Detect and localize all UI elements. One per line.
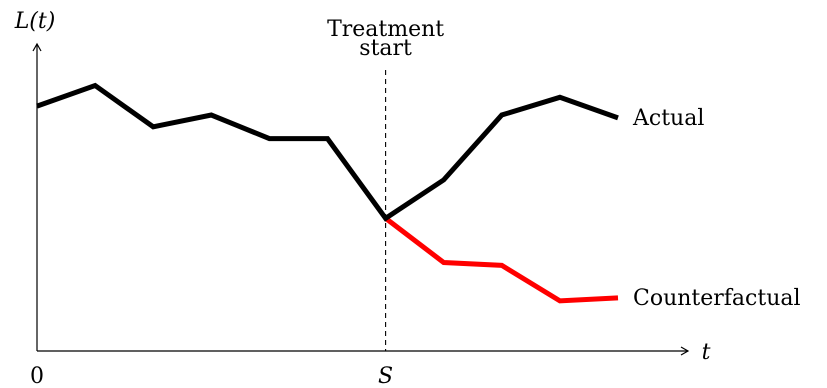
annotation-line-1: Treatment <box>327 17 444 42</box>
series-label-actual: Actual <box>632 106 704 131</box>
tick-label: 0 <box>30 364 44 388</box>
series-line-actual <box>36 82 619 222</box>
series-label-counterfactual: Counterfactual <box>633 286 801 311</box>
plot-area <box>36 70 619 351</box>
y-axis-label: L(t) <box>14 9 56 34</box>
series-line-counterfactual <box>384 216 619 304</box>
annotation-line-2: start <box>359 36 412 61</box>
axes <box>32 42 690 356</box>
tick-label: S <box>378 364 393 388</box>
x-axis-label: t <box>702 340 711 365</box>
